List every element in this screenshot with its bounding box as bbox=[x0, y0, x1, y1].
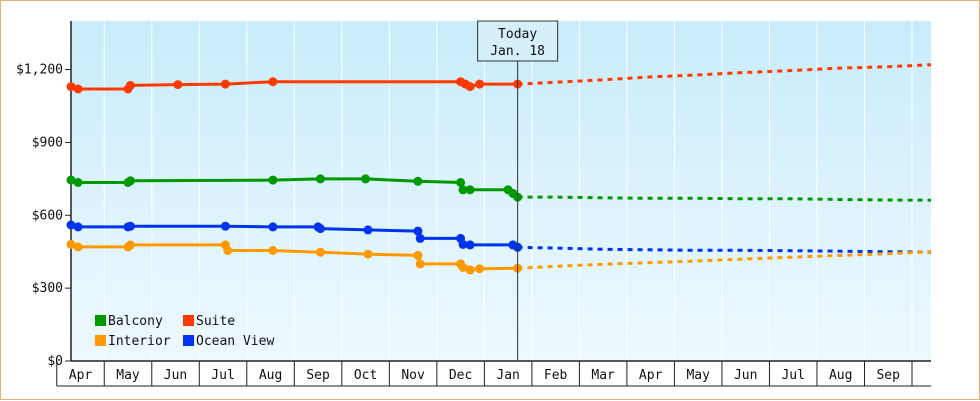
data-point-balcony bbox=[73, 178, 83, 187]
data-point-suite bbox=[173, 80, 183, 90]
data-point-ocean-view bbox=[125, 221, 135, 231]
data-point-balcony bbox=[66, 175, 76, 185]
x-tick-label: Aug bbox=[259, 368, 282, 383]
data-point-balcony bbox=[125, 176, 135, 186]
data-point-interior bbox=[73, 242, 83, 252]
data-point-ocean-view bbox=[268, 222, 278, 232]
x-tick-label: Apr bbox=[639, 368, 663, 383]
y-tick-label: $600 bbox=[32, 208, 63, 223]
data-point-suite bbox=[465, 82, 475, 92]
series-balcony bbox=[66, 174, 932, 202]
x-tick-label: Feb bbox=[544, 368, 568, 383]
data-point-balcony bbox=[456, 178, 466, 187]
forecast-line-balcony bbox=[517, 195, 932, 202]
x-tick-label: Jul bbox=[211, 368, 234, 383]
data-point-balcony bbox=[465, 185, 475, 195]
legend-label-suite: Suite bbox=[196, 314, 235, 329]
data-point-interior bbox=[413, 250, 423, 260]
x-tick-label: Dec bbox=[449, 368, 472, 383]
x-tick-label: Nov bbox=[401, 368, 425, 383]
data-point-ocean-view bbox=[413, 226, 423, 236]
legend-label-interior: Interior bbox=[108, 334, 171, 349]
forecast-line-interior bbox=[517, 250, 932, 270]
data-point-ocean-view bbox=[415, 233, 425, 243]
data-point-ocean-view bbox=[458, 239, 468, 249]
x-tick-label: Oct bbox=[354, 368, 377, 383]
data-point-balcony bbox=[268, 175, 278, 185]
today-date: Jan. 18 bbox=[490, 44, 545, 59]
y-tick-label: $1,200 bbox=[16, 63, 63, 78]
data-point-interior bbox=[223, 246, 233, 255]
x-tick-label: Jun bbox=[164, 368, 187, 383]
data-point-interior bbox=[363, 249, 373, 259]
series-ocean-view bbox=[66, 220, 932, 254]
legend-label-balcony: Balcony bbox=[108, 314, 163, 329]
legend-swatch-balcony bbox=[95, 315, 106, 326]
data-point-balcony bbox=[315, 174, 325, 184]
y-tick-label: $900 bbox=[32, 135, 63, 150]
x-tick-label: Aug bbox=[829, 368, 852, 383]
today-label: Today bbox=[498, 27, 537, 42]
data-point-balcony bbox=[361, 174, 371, 184]
x-tick-label: Mar bbox=[591, 368, 615, 383]
x-tick-label: May bbox=[686, 368, 710, 383]
data-point-interior bbox=[458, 263, 468, 272]
today-box bbox=[477, 20, 559, 62]
data-point-interior bbox=[465, 265, 475, 275]
data-point-suite bbox=[125, 80, 135, 90]
data-point-interior bbox=[125, 240, 135, 250]
data-point-interior bbox=[415, 259, 425, 269]
data-point-suite bbox=[66, 82, 76, 92]
data-point-ocean-view bbox=[315, 224, 325, 234]
data-point-interior bbox=[268, 246, 278, 255]
data-point-interior bbox=[66, 239, 76, 249]
forecast-line-suite bbox=[517, 63, 932, 86]
data-point-suite bbox=[268, 77, 278, 87]
y-tick-label: $0 bbox=[47, 354, 63, 369]
x-tick-label: Sep bbox=[306, 368, 330, 383]
data-point-interior bbox=[475, 264, 485, 274]
data-point-ocean-view bbox=[220, 221, 230, 231]
legend-label-ocean-view: Ocean View bbox=[196, 334, 274, 349]
y-tick-label: $300 bbox=[32, 281, 63, 296]
data-point-ocean-view bbox=[465, 240, 475, 250]
legend-swatch-ocean-view bbox=[183, 335, 194, 346]
data-point-interior bbox=[315, 247, 325, 257]
data-point-suite bbox=[220, 79, 230, 89]
data-point-ocean-view bbox=[363, 225, 373, 235]
legend-swatch-interior bbox=[95, 335, 106, 346]
data-point-suite bbox=[73, 84, 83, 94]
data-point-suite bbox=[475, 79, 485, 89]
x-tick-label: Sep bbox=[876, 368, 900, 383]
x-tick-label: May bbox=[116, 368, 140, 383]
x-tick-label: Jan bbox=[496, 368, 519, 383]
x-tick-label: Apr bbox=[69, 368, 93, 383]
x-tick-label: Jun bbox=[734, 368, 757, 383]
x-tick-label: Jul bbox=[781, 368, 804, 383]
legend-swatch-suite bbox=[183, 315, 194, 326]
data-point-ocean-view bbox=[66, 220, 76, 230]
series-interior bbox=[66, 239, 932, 275]
data-point-balcony bbox=[458, 185, 468, 195]
forecast-line-ocean-view bbox=[517, 245, 932, 254]
data-point-ocean-view bbox=[73, 222, 83, 232]
data-point-balcony bbox=[413, 176, 423, 186]
